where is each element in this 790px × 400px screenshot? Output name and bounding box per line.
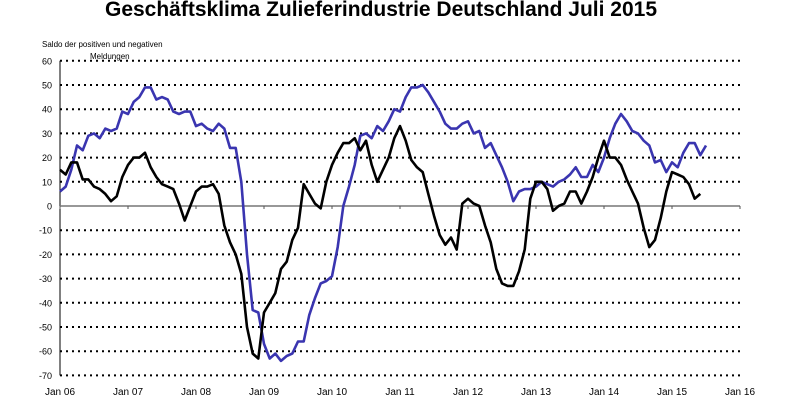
y-tick-label: 20 xyxy=(42,153,52,163)
y-axis-label-line2: Meldungen xyxy=(90,52,130,61)
y-tick-label: 60 xyxy=(42,56,52,66)
chart-title: Geschäftsklima Zulieferindustrie Deutsch… xyxy=(104,0,658,21)
y-tick-label: -30 xyxy=(39,274,52,284)
x-tick-label: Jan 13 xyxy=(521,387,551,398)
series-line-black xyxy=(59,124,702,360)
x-tick-label: Jan 07 xyxy=(113,387,143,398)
y-tick-label: 10 xyxy=(42,177,52,187)
y-tick-label: 30 xyxy=(42,129,52,139)
x-tick-label: Jan 10 xyxy=(317,387,347,398)
x-tick-label: Jan 06 xyxy=(45,387,75,398)
series-line-blue xyxy=(59,83,708,363)
x-tick-label: Jan 12 xyxy=(453,387,483,398)
y-axis-label-line1: Saldo der positiven und negativen xyxy=(42,40,163,49)
x-tick-label: Jan 16 xyxy=(725,387,755,398)
y-tick-label: -10 xyxy=(39,226,52,236)
y-tick-label: -40 xyxy=(39,298,52,308)
x-tick-label: Jan 11 xyxy=(385,387,415,398)
x-tick-label: Jan 09 xyxy=(249,387,279,398)
y-tick-label: -20 xyxy=(39,250,52,260)
y-tick-label: -70 xyxy=(39,371,52,381)
x-tick-label: Jan 15 xyxy=(657,387,687,398)
y-tick-label: -60 xyxy=(39,347,52,357)
x-tick-label: Jan 14 xyxy=(589,387,619,398)
y-tick-label: 40 xyxy=(42,105,52,115)
y-tick-label: -50 xyxy=(39,323,52,333)
y-tick-label: 50 xyxy=(42,81,52,91)
y-tick-label: 0 xyxy=(47,202,52,212)
x-tick-label: Jan 08 xyxy=(181,387,211,398)
